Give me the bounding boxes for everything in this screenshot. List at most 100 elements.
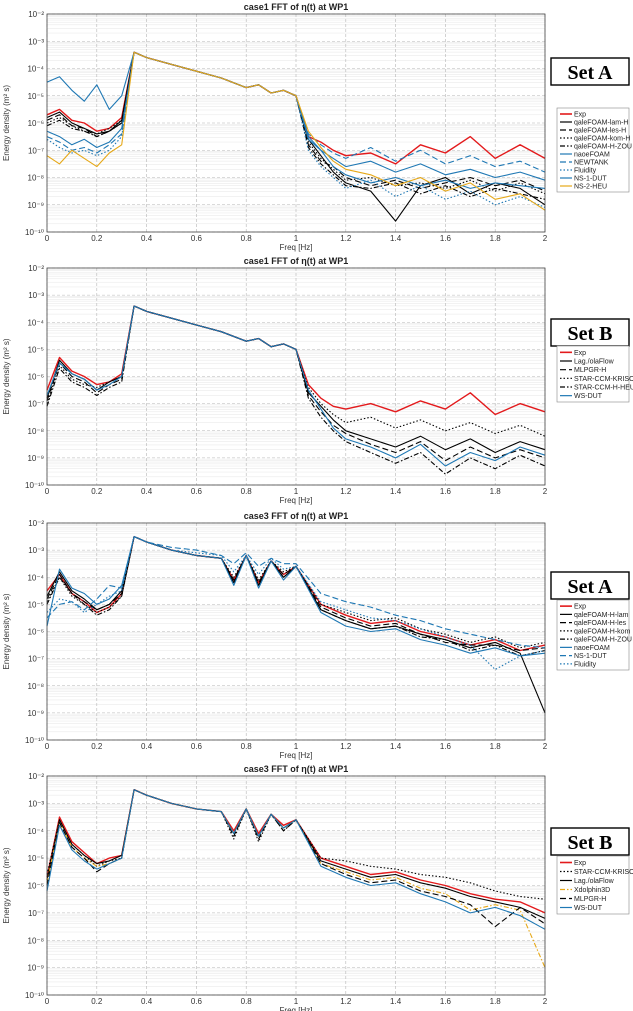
y-tick-label: 10⁻²: [28, 519, 44, 528]
set-label-box: [550, 57, 630, 86]
x-tick-label: 0.8: [241, 234, 253, 243]
axes-frame: [46, 775, 546, 996]
legend-label: WS-DUT: [574, 393, 603, 400]
y-axis-label: Energy density (m² s): [2, 593, 11, 669]
set-label-box: [550, 827, 630, 856]
x-tick-label: 0.4: [141, 234, 153, 243]
set-label-box: [550, 571, 630, 600]
x-tick-label: 0: [45, 234, 50, 243]
y-tick-label: 10⁻³: [28, 37, 44, 46]
legend-label: MLPGR-H: [574, 896, 606, 903]
set-label: Set B: [568, 323, 613, 345]
chart-panel-2: 0 0.2 0.4 0.6 0.8 1 1.2 1.4 1.6 1.8 2 10⁻¹⁰ 10⁻⁹ 10⁻⁸…: [2, 256, 633, 505]
x-tick-label: 2: [543, 742, 548, 751]
legend-label: NS-2-HEU: [574, 184, 607, 191]
legend-label: Exp: [574, 604, 586, 611]
x-tick-label: 0: [45, 487, 50, 496]
legend-label: NS-1-DUT: [574, 653, 607, 660]
y-axis-label: Energy density (m² s): [2, 847, 11, 923]
y-tick-label: 10⁻⁶: [28, 882, 44, 891]
legend-label: WS-DUT: [574, 905, 603, 912]
legend-label: Exp: [574, 860, 586, 867]
legend-label: Exp: [574, 350, 586, 357]
x-tick-label: 1.2: [340, 742, 352, 751]
y-tick-label: 10⁻⁴: [27, 827, 44, 836]
series-line-1: [46, 789, 546, 914]
legend-label: NS-1-DUT: [574, 176, 607, 183]
y-tick-label: 10⁻⁷: [28, 400, 44, 409]
legend-label: Fluidity: [574, 168, 597, 175]
series-line-6: [46, 305, 546, 467]
y-tick-label: 10⁻⁴: [27, 573, 44, 582]
x-tick-label: 0.2: [91, 487, 103, 496]
axes-frame: [46, 522, 546, 741]
series-line-2: [46, 789, 546, 900]
x-tick-label: 0.6: [191, 997, 203, 1006]
legend-label: qaleFOAM-H-ZOU: [574, 144, 632, 151]
series-line-6: [46, 536, 546, 657]
y-tick-label: 10⁻⁶: [28, 628, 44, 637]
series-line-6: [46, 789, 546, 930]
y-tick-label: 10⁻⁹: [27, 709, 44, 718]
legend-label: STAR-CCM-KRISO: [574, 869, 633, 876]
x-tick-label: 1.8: [490, 997, 502, 1006]
x-tick-label: 0: [45, 997, 50, 1006]
x-tick-label: 1.4: [390, 997, 402, 1006]
x-axis-label: Freq [Hz]: [280, 1006, 313, 1011]
x-tick-label: 1.2: [340, 234, 352, 243]
y-tick-label: 10⁻⁵: [28, 92, 44, 101]
y-tick-label: 10⁻⁴: [27, 65, 44, 74]
x-tick-label: 1: [294, 997, 299, 1006]
x-tick-label: 1.4: [390, 234, 402, 243]
legend-label: qaleFOAM-les-H: [574, 128, 626, 135]
x-tick-label: 0.4: [141, 487, 153, 496]
y-tick-label: 10⁻⁷: [28, 146, 44, 155]
x-tick-label: 2: [543, 487, 548, 496]
x-axis-label: Freq [Hz]: [280, 496, 313, 505]
x-tick-label: 0.8: [241, 487, 253, 496]
y-axis-label: Energy density (m² s): [2, 338, 11, 414]
y-tick-label: 10⁻⁴: [27, 318, 44, 327]
legend-label: qaleFOAM-H-les: [574, 620, 627, 627]
series-line-8: [46, 51, 546, 209]
x-axis-label: Freq [Hz]: [280, 751, 313, 760]
legend-label: Xdolphin3D: [574, 887, 610, 894]
legend-label: naoeFOAM: [574, 645, 610, 652]
y-tick-label: 10⁻³: [28, 291, 44, 300]
x-tick-label: 0.6: [191, 234, 203, 243]
series-line-4: [46, 536, 546, 649]
x-tick-label: 1.4: [390, 742, 402, 751]
x-tick-label: 1.6: [440, 997, 452, 1006]
chart-panel-4: 0 0.2 0.4 0.6 0.8 1 1.2 1.4 1.6 1.8 2 10⁻¹⁰ 10⁻⁹ 10⁻⁸…: [2, 764, 633, 1011]
x-tick-label: 1.4: [390, 487, 402, 496]
legend-label: Lag./olaFlow: [574, 878, 615, 885]
y-tick-label: 10⁻⁵: [28, 345, 44, 354]
chart-title: case1 FFT of η(t) at WP1: [244, 2, 349, 12]
x-tick-label: 1.6: [440, 742, 452, 751]
x-tick-label: 0.6: [191, 487, 203, 496]
y-tick-label: 10⁻⁵: [28, 600, 44, 609]
x-tick-label: 1.6: [440, 234, 452, 243]
y-tick-label: 10⁻³: [28, 799, 44, 808]
x-tick-label: 0.2: [91, 742, 103, 751]
y-tick-label: 10⁻⁵: [28, 854, 44, 863]
y-tick-label: 10⁻⁶: [28, 373, 44, 382]
y-tick-label: 10⁻³: [28, 546, 44, 555]
legend-box: [556, 599, 630, 671]
y-tick-label: 10⁻¹⁰: [25, 481, 44, 490]
y-tick-label: 10⁻⁸: [28, 936, 45, 945]
x-tick-label: 0.6: [191, 742, 203, 751]
x-tick-label: 0.4: [141, 997, 153, 1006]
legend-label: qaleFOAM-H-kom: [574, 628, 631, 635]
y-axis-label: Energy density (m² s): [2, 85, 11, 161]
series-line-10: [46, 51, 546, 211]
axes-frame: [46, 267, 546, 486]
x-tick-label: 1: [294, 742, 299, 751]
y-tick-label: 10⁻⁷: [28, 909, 44, 918]
series-line-5: [46, 51, 546, 200]
legend-label: naoeFOAM: [574, 152, 610, 159]
set-label: Set A: [568, 576, 614, 598]
axes-frame: [46, 13, 546, 233]
set-label: Set A: [568, 62, 614, 84]
y-tick-label: 10⁻²: [28, 10, 44, 19]
